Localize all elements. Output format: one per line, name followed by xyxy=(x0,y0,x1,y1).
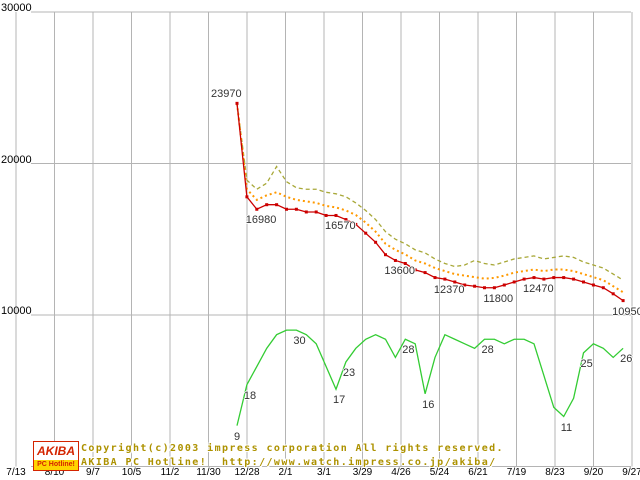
data-point-marker xyxy=(433,276,437,280)
data-point-marker xyxy=(542,277,546,281)
x-tick-label: 5/24 xyxy=(429,467,450,478)
y-tick-label: 10000 xyxy=(1,305,32,317)
data-point-marker xyxy=(532,276,536,280)
x-tick-label: 9/27 xyxy=(622,467,640,478)
shop-count-label: 23 xyxy=(342,366,356,379)
shop-count-label: 25 xyxy=(580,357,593,370)
x-tick-label: 11/2 xyxy=(160,467,180,478)
data-point-marker xyxy=(384,253,387,257)
data-point-marker xyxy=(502,283,506,287)
data-point-marker xyxy=(235,101,239,105)
data-point-marker xyxy=(572,277,576,281)
site-url-text: AKIBA PC Hotline! http://www.watch.impre… xyxy=(81,457,497,468)
price-label: 16980 xyxy=(245,214,277,227)
x-tick-label: 3/29 xyxy=(352,467,373,478)
akiba-logo: AKIBA PC Hotline! xyxy=(33,441,79,471)
data-point-marker xyxy=(294,207,298,211)
shop-count-label: 18 xyxy=(243,389,257,402)
price-label: 13600 xyxy=(384,265,415,278)
data-point-marker xyxy=(304,210,308,214)
price-label: 11800 xyxy=(483,292,514,305)
data-point-marker xyxy=(512,280,516,284)
data-point-marker xyxy=(364,231,368,235)
data-point-marker xyxy=(492,286,496,290)
data-point-marker xyxy=(443,277,447,281)
x-tick-label: 9/7 xyxy=(86,467,100,478)
data-point-marker xyxy=(562,276,566,280)
x-tick-label: 4/26 xyxy=(391,467,411,478)
data-point-marker xyxy=(285,207,288,211)
shop-count-label: 17 xyxy=(333,394,346,407)
x-tick-label: 8/10 xyxy=(44,467,65,478)
x-tick-label: 2/1 xyxy=(278,467,293,478)
price-label: 23970 xyxy=(211,88,242,101)
data-point-marker xyxy=(582,280,585,284)
x-tick-label: 10/5 xyxy=(121,467,142,478)
data-point-marker xyxy=(611,292,615,296)
shop-count-line xyxy=(236,329,624,426)
data-point-marker xyxy=(314,210,318,214)
shop-count-label: 30 xyxy=(293,335,306,348)
data-point-marker xyxy=(354,222,358,226)
shop-count-label: 9 xyxy=(234,430,241,443)
akiba-logo-subtitle: PC Hotline! xyxy=(34,460,78,470)
akiba-logo-title: AKIBA xyxy=(37,444,75,458)
data-point-marker xyxy=(423,271,427,275)
data-point-marker xyxy=(413,268,417,272)
copyright-text: Copyright(c)2003 impress corporation All… xyxy=(81,443,504,454)
data-point-marker xyxy=(255,207,259,211)
data-point-marker xyxy=(334,213,338,217)
data-point-marker xyxy=(393,258,397,262)
data-point-marker xyxy=(591,283,595,287)
x-tick-label: 11/30 xyxy=(196,467,221,478)
data-point-marker xyxy=(324,213,328,217)
data-point-marker xyxy=(245,195,249,199)
data-point-marker xyxy=(483,286,486,290)
data-point-marker xyxy=(453,280,457,284)
shop-count-label: 28 xyxy=(402,344,415,357)
shop-count-label: 26 xyxy=(620,353,633,366)
price-label: 12370 xyxy=(433,284,465,297)
x-tick-label: 3/1 xyxy=(317,467,331,478)
data-point-marker xyxy=(621,299,625,303)
data-point-marker xyxy=(463,283,467,287)
highest-price-line xyxy=(236,103,624,281)
average-price-line xyxy=(236,103,624,294)
price-label: 16570 xyxy=(325,220,356,233)
data-point-marker xyxy=(601,286,605,290)
x-tick-label: 7/19 xyxy=(506,467,527,478)
data-point-marker xyxy=(344,218,348,222)
y-tick-label: 30000 xyxy=(1,2,32,14)
data-point-marker xyxy=(265,203,269,207)
data-point-marker xyxy=(522,277,526,281)
lowest-price-line xyxy=(236,103,624,302)
x-tick-label: 6/21 xyxy=(468,467,488,478)
x-tick-label: 8/23 xyxy=(545,467,565,478)
y-tick-label: 20000 xyxy=(1,153,32,166)
x-tick-label: 9/20 xyxy=(583,467,604,478)
data-point-marker xyxy=(275,203,279,207)
price-label: 10950 xyxy=(612,305,640,318)
data-point-marker xyxy=(473,284,477,288)
data-point-marker xyxy=(374,240,378,244)
shop-count-label: 28 xyxy=(481,344,494,357)
shop-count-label: 16 xyxy=(422,398,435,411)
shop-count-label: 11 xyxy=(560,421,573,434)
price-label: 12470 xyxy=(523,282,554,295)
data-point-marker xyxy=(403,261,407,265)
x-tick-label: 12/28 xyxy=(234,467,260,478)
data-point-marker xyxy=(552,276,556,280)
x-tick-label: 7/13 xyxy=(6,467,26,478)
